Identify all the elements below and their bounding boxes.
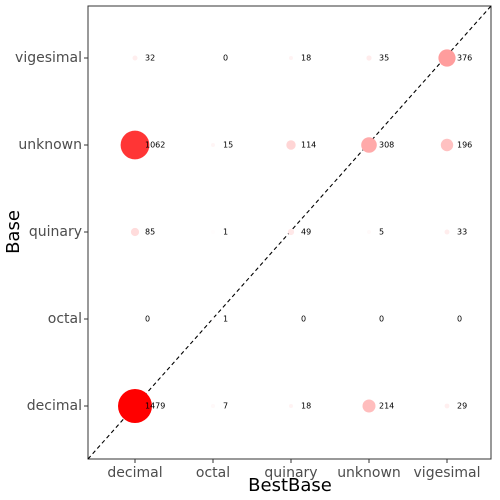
data-label-octal-decimal: 7 [223, 402, 228, 411]
point-unknown-decimal [362, 399, 376, 413]
point-quinary-vigesimal [289, 56, 293, 60]
point-vigesimal-vigesimal [438, 49, 456, 67]
data-label-unknown-decimal: 214 [379, 402, 394, 411]
x-axis: decimal octal quinary unknown vigesimal [107, 459, 480, 481]
y-tick-label-vigesimal: vigesimal [15, 50, 82, 66]
point-unknown-quinary [367, 230, 371, 234]
data-label-vigesimal-decimal: 29 [457, 402, 467, 411]
y-axis: decimal octal quinary unknown vigesimal [15, 50, 88, 414]
data-label-decimal-unknown: 1062 [145, 141, 165, 150]
x-tick-label-unknown: unknown [337, 465, 401, 481]
point-decimal-vigesimal [132, 55, 138, 61]
data-label-vigesimal-vigesimal: 376 [457, 54, 472, 63]
point-octal-octal [211, 317, 215, 321]
point-vigesimal-quinary [444, 229, 450, 235]
point-vigesimal-unknown [440, 138, 454, 152]
y-axis-title: Base [3, 210, 24, 254]
point-decimal-unknown [120, 130, 150, 160]
point-octal-quinary [211, 230, 215, 234]
data-label-quinary-decimal: 18 [301, 402, 311, 411]
points-layer [118, 49, 456, 423]
data-label-unknown-vigesimal: 35 [379, 54, 389, 63]
point-vigesimal-decimal [444, 403, 450, 409]
point-quinary-unknown [286, 140, 296, 150]
data-label-unknown-quinary: 5 [379, 228, 384, 237]
data-labels-layer: 32 0 18 35 376 1062 15 114 308 196 85 1 49 5 33 0 1 0 0 0 14… [145, 54, 472, 411]
point-quinary-decimal [289, 404, 293, 408]
data-label-octal-octal: 1 [223, 315, 228, 324]
x-tick-label-vigesimal: vigesimal [414, 465, 481, 481]
data-label-unknown-unknown: 308 [379, 141, 394, 150]
data-label-quinary-unknown: 114 [301, 141, 316, 150]
data-label-decimal-decimal: 1479 [145, 402, 165, 411]
point-decimal-quinary [130, 227, 140, 237]
data-label-decimal-quinary: 85 [145, 228, 155, 237]
y-tick-label-quinary: quinary [29, 224, 82, 240]
point-quinary-quinary [287, 228, 295, 236]
data-label-unknown-octal: 0 [379, 315, 384, 324]
x-tick-label-quinary: quinary [264, 465, 317, 481]
x-axis-title: BestBase [248, 475, 332, 496]
data-label-quinary-octal: 0 [301, 315, 306, 324]
data-label-decimal-vigesimal: 32 [145, 54, 155, 63]
point-decimal-decimal [118, 389, 152, 423]
data-label-vigesimal-quinary: 33 [457, 228, 467, 237]
data-label-vigesimal-unknown: 196 [457, 141, 472, 150]
point-octal-unknown [211, 143, 215, 147]
y-tick-label-unknown: unknown [18, 137, 82, 153]
point-unknown-unknown [361, 137, 377, 153]
y-tick-label-octal: octal [48, 311, 82, 327]
y-tick-label-decimal: decimal [27, 398, 82, 414]
data-label-octal-vigesimal: 0 [223, 54, 228, 63]
data-label-octal-quinary: 1 [223, 228, 228, 237]
x-tick-label-octal: octal [196, 465, 230, 481]
x-tick-label-decimal: decimal [107, 465, 162, 481]
point-octal-decimal [211, 404, 215, 408]
data-label-quinary-quinary: 49 [301, 228, 311, 237]
point-unknown-vigesimal [366, 55, 372, 61]
data-label-vigesimal-octal: 0 [457, 315, 462, 324]
data-label-quinary-vigesimal: 18 [301, 54, 311, 63]
data-label-decimal-octal: 0 [145, 315, 150, 324]
data-label-octal-unknown: 15 [223, 141, 233, 150]
